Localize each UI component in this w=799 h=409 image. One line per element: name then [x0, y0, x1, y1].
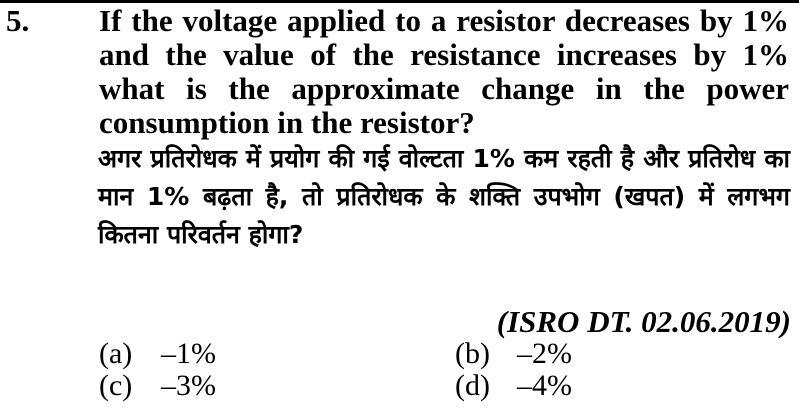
question-text-hindi: अगर प्रतिरोधक में प्रयोग की गई वोल्टता 1…	[98, 144, 790, 249]
option-a-value: –1%	[161, 337, 216, 370]
question-number: 5.	[6, 3, 30, 38]
option-c: (c) –3%	[99, 370, 216, 402]
option-d: (d) –4%	[455, 370, 572, 402]
top-rule	[0, 0, 799, 3]
option-a-label: (a)	[99, 337, 133, 370]
option-c-label: (c)	[99, 369, 133, 402]
option-c-value: –3%	[161, 369, 216, 402]
option-a: (a) –1%	[99, 338, 216, 370]
question-text-english: If the voltage applied to a resistor dec…	[99, 3, 789, 140]
option-b-value: –2%	[517, 337, 572, 370]
option-d-value: –4%	[517, 369, 572, 402]
option-d-label: (d)	[455, 369, 490, 402]
option-b: (b) –2%	[455, 338, 572, 370]
exam-source: (ISRO DT. 02.06.2019)	[496, 304, 791, 339]
option-b-label: (b)	[455, 337, 490, 370]
